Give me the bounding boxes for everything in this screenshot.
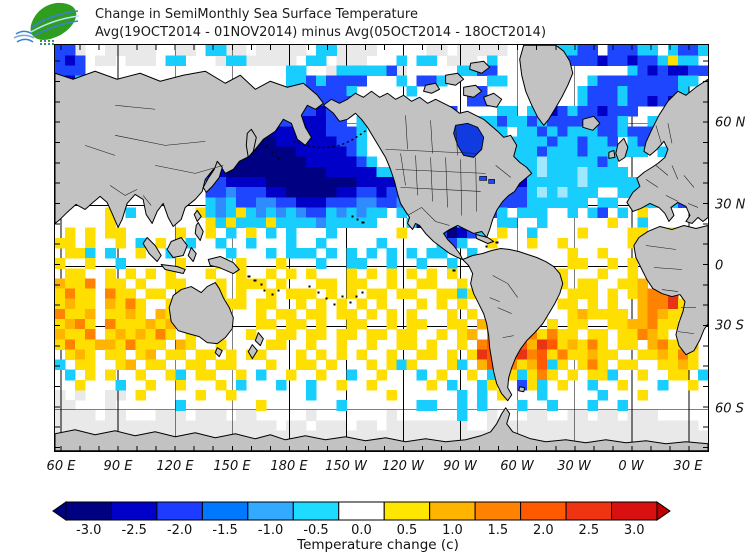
landmass-ireland bbox=[608, 149, 616, 159]
x-axis-label: 180 E bbox=[270, 459, 308, 474]
colorbar-value-label: 2.5 bbox=[578, 523, 600, 538]
colorbar bbox=[52, 501, 671, 521]
colorbar-segment bbox=[565, 501, 613, 521]
y-axis-label: 60 N bbox=[715, 115, 746, 131]
logo-caption-dots bbox=[40, 40, 54, 45]
colorbar-segment bbox=[110, 501, 158, 521]
colorbar-segment bbox=[65, 501, 112, 521]
inland-water bbox=[453, 122, 495, 184]
colorbar-value-label: -1.5 bbox=[212, 523, 238, 538]
colorbar-segment bbox=[201, 501, 249, 521]
axis-ticks bbox=[55, 45, 709, 451]
colorbar-segment bbox=[383, 501, 431, 521]
x-axis-label: 120 E bbox=[156, 459, 194, 474]
noaa-emc-leaf-logo bbox=[13, 2, 80, 45]
landmass-iceland bbox=[582, 115, 601, 131]
landmass-philippines bbox=[194, 221, 204, 241]
x-axis-label: 30 E bbox=[673, 459, 703, 474]
landmass-taiwan bbox=[193, 209, 202, 222]
colorbar-value-label: -2.0 bbox=[166, 523, 193, 538]
x-axis-label: 60 W bbox=[500, 459, 534, 474]
landmass-hokkaido-sakhalin bbox=[245, 128, 257, 158]
great-lake-2 bbox=[488, 179, 495, 184]
colorbar-segment bbox=[247, 501, 294, 521]
landmass-japan bbox=[202, 160, 223, 193]
landmass-europe bbox=[626, 78, 709, 224]
colorbar-segment bbox=[611, 501, 658, 521]
colorbar-value-label: -3.0 bbox=[76, 523, 102, 538]
landmass-cuba bbox=[475, 233, 495, 244]
country-borders bbox=[84, 105, 699, 338]
great-lake-1 bbox=[479, 176, 487, 181]
landmass-baffin bbox=[483, 92, 503, 108]
landmass-new-guinea bbox=[207, 256, 240, 275]
y-axis-label: 30 N bbox=[715, 197, 746, 213]
plot-title: Change in SemiMonthly Sea Surface Temper… bbox=[95, 7, 418, 22]
colorbar-value-label: 3.0 bbox=[623, 523, 645, 538]
landmass-arctic-island-2 bbox=[445, 72, 465, 86]
x-axis-label: 0 W bbox=[618, 459, 644, 474]
colorbar-segment bbox=[338, 501, 385, 521]
colorbar-caption: Temperature change (c) bbox=[297, 537, 459, 553]
x-axis-label: 90 E bbox=[103, 459, 133, 474]
landmass-new-zealand-north bbox=[254, 332, 264, 347]
x-axis-label: 30 W bbox=[557, 459, 591, 474]
x-axis-label: 150 E bbox=[213, 459, 251, 474]
landmass-britain bbox=[615, 137, 629, 162]
landmass-south-america bbox=[462, 248, 564, 402]
landmass-australia bbox=[168, 282, 234, 345]
landmass-eurasia bbox=[54, 70, 324, 228]
landmass-sulawesi bbox=[187, 246, 197, 263]
landmass-java bbox=[160, 264, 186, 275]
x-axis-label: 120 W bbox=[382, 459, 424, 474]
colorbar-value-label: 0.0 bbox=[351, 523, 372, 538]
colorbar-value-label: -1.0 bbox=[257, 523, 284, 538]
landmass-arctic-island-1 bbox=[463, 84, 483, 98]
landmass-falklands bbox=[518, 386, 526, 393]
colorbar-value-label: 1.0 bbox=[442, 523, 463, 538]
landmass-africa bbox=[633, 224, 709, 356]
colorbar-value-label: 2.0 bbox=[532, 523, 554, 538]
landmass-borneo bbox=[166, 236, 188, 259]
colorbar-value-label: -2.5 bbox=[121, 523, 147, 538]
landmass-arctic-island-4 bbox=[423, 82, 441, 94]
y-axis-label: 60 S bbox=[715, 401, 744, 417]
colorbar-value-label: -0.5 bbox=[303, 523, 329, 538]
colorbar-value-label: 0.5 bbox=[396, 523, 418, 538]
landmass-greenland bbox=[519, 44, 574, 126]
x-axis-label: 150 W bbox=[325, 459, 367, 474]
x-axis-label: 90 W bbox=[443, 459, 477, 474]
small-islands bbox=[247, 145, 499, 306]
aleutian-island-arc bbox=[293, 128, 368, 149]
landmass-sumatra bbox=[142, 236, 162, 263]
x-axis-label: 60 E bbox=[46, 459, 76, 474]
y-axis-label: 0 bbox=[715, 258, 724, 274]
colorbar-segment bbox=[520, 501, 567, 521]
colorbar-left-arrow bbox=[52, 501, 67, 521]
colorbar-segment bbox=[474, 501, 522, 521]
landmass-arctic-island-3 bbox=[469, 60, 491, 74]
landmass-tasmania bbox=[214, 347, 223, 358]
colorbar-segment bbox=[429, 501, 476, 521]
colorbar-segment bbox=[156, 501, 203, 521]
hudson-bay bbox=[453, 122, 485, 158]
colorbar-value-label: 1.5 bbox=[487, 523, 509, 538]
y-axis-label: 30 S bbox=[715, 318, 744, 334]
landmass-antarctica bbox=[54, 407, 709, 452]
landmass-new-zealand-south bbox=[247, 344, 258, 360]
world-map-panel bbox=[54, 44, 709, 452]
plot-subtitle: Avg(19OCT2014 - 01NOV2014) minus Avg(05O… bbox=[95, 25, 547, 40]
colorbar-segment bbox=[292, 501, 340, 521]
colorbar-right-arrow bbox=[656, 501, 671, 521]
